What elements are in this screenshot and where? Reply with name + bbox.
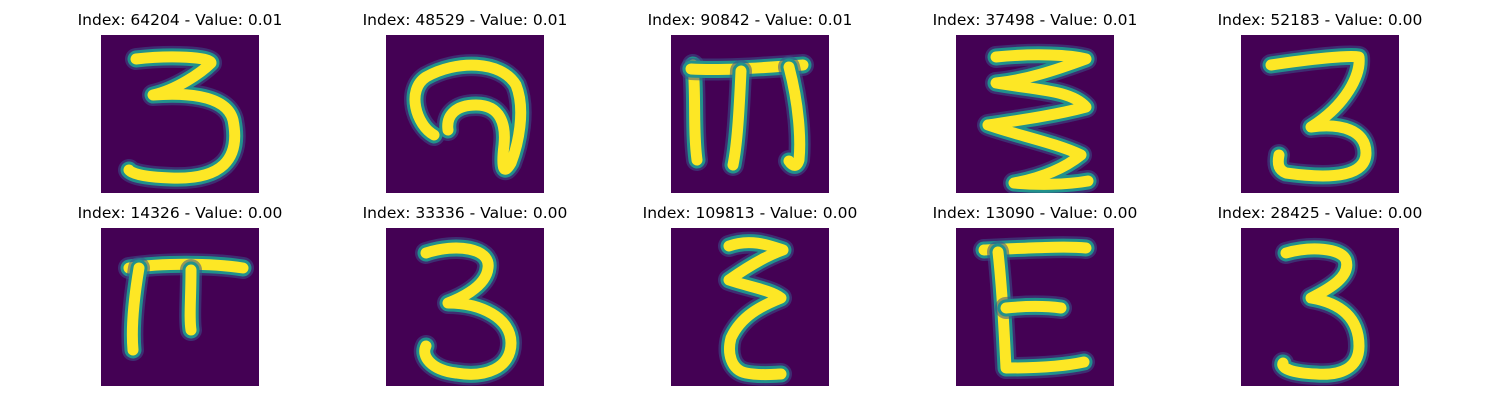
digit-image	[101, 35, 259, 193]
digit-image	[1241, 35, 1399, 193]
handwritten-glyph	[118, 45, 246, 190]
image-panel: Index: 33336 - Value: 0.00	[345, 203, 585, 393]
panel-title: Index: 28425 - Value: 0.00	[1217, 204, 1423, 222]
image-panel: Index: 48529 - Value: 0.01	[345, 10, 585, 200]
image-panel: Index: 109813 - Value: 0.00	[630, 203, 870, 393]
digit-image	[1241, 228, 1399, 386]
glyph-stroke-core	[419, 242, 517, 380]
glyph-svg	[956, 228, 1114, 386]
handwritten-glyph	[118, 253, 254, 361]
handwritten-glyph	[718, 231, 794, 386]
panel-title: Index: 14326 - Value: 0.00	[77, 204, 283, 222]
glyph-stroke-core	[126, 262, 145, 356]
digit-image	[386, 228, 544, 386]
image-panel: Index: 64204 - Value: 0.01	[60, 10, 300, 200]
digit-image	[101, 228, 259, 386]
glyph-svg	[671, 35, 829, 193]
glyph-svg	[1241, 228, 1399, 386]
image-panel: Index: 14326 - Value: 0.00	[60, 203, 300, 393]
glyph-svg	[956, 35, 1114, 193]
glyph-svg	[1241, 35, 1399, 193]
glyph-svg	[671, 228, 829, 386]
handwritten-glyph	[977, 43, 1099, 193]
panel-title: Index: 90842 - Value: 0.01	[647, 11, 853, 29]
image-panel: Index: 28425 - Value: 0.00	[1200, 203, 1440, 393]
glyph-stroke-core	[982, 49, 1094, 190]
glyph-svg	[386, 228, 544, 386]
handwritten-glyph	[404, 54, 532, 181]
glyph-stroke-core	[1000, 301, 1067, 314]
panel-title: Index: 52183 - Value: 0.00	[1217, 11, 1423, 29]
glyph-stroke-core	[409, 59, 527, 175]
glyph-stroke-core	[1265, 50, 1372, 182]
handwritten-glyph	[413, 237, 522, 386]
panel-title: Index: 33336 - Value: 0.00	[362, 204, 568, 222]
digit-image	[386, 35, 544, 193]
image-panel: Index: 13090 - Value: 0.00	[915, 203, 1155, 393]
glyph-stroke-core	[123, 51, 241, 184]
digit-image	[956, 35, 1114, 193]
digit-image	[671, 228, 829, 386]
panel-title: Index: 64204 - Value: 0.01	[77, 11, 283, 29]
glyph-stroke-core	[727, 65, 747, 171]
panel-title: Index: 13090 - Value: 0.00	[932, 204, 1138, 222]
digit-image	[671, 35, 829, 193]
image-panel: Index: 52183 - Value: 0.00	[1200, 10, 1440, 200]
handwritten-glyph	[1260, 45, 1377, 187]
glyph-stroke-core	[1277, 243, 1365, 380]
handwritten-glyph	[680, 54, 814, 177]
glyph-svg	[101, 228, 259, 386]
glyph-svg	[101, 35, 259, 193]
digit-image	[956, 228, 1114, 386]
image-panel: Index: 90842 - Value: 0.01	[630, 10, 870, 200]
handwritten-glyph	[1271, 238, 1370, 386]
glyph-stroke-core	[184, 264, 197, 336]
glyph-stroke-core	[783, 61, 806, 171]
panel-title: Index: 109813 - Value: 0.00	[642, 204, 858, 222]
glyph-stroke-core	[992, 246, 1090, 374]
image-panel: Index: 37498 - Value: 0.01	[915, 10, 1155, 200]
panel-title: Index: 48529 - Value: 0.01	[362, 11, 568, 29]
glyph-stroke-core	[723, 237, 789, 381]
panel-title: Index: 37498 - Value: 0.01	[932, 11, 1138, 29]
glyph-svg	[386, 35, 544, 193]
handwritten-glyph	[973, 236, 1097, 379]
